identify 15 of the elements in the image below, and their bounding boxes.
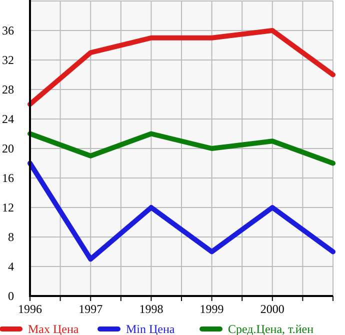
- y-tick-label: 36: [2, 24, 14, 38]
- y-tick-label: 20: [2, 142, 14, 156]
- x-tick-label: 1997: [78, 302, 103, 316]
- y-tick-label: 12: [2, 200, 14, 214]
- y-tick-label: 4: [8, 260, 14, 274]
- y-tick-label: 16: [2, 171, 14, 185]
- x-tick-label: 2000: [260, 302, 284, 316]
- x-tick-label: 1996: [18, 302, 42, 316]
- y-tick-label: 0: [8, 289, 14, 303]
- x-tick-label: 1999: [200, 302, 224, 316]
- x-tick-label: 1998: [139, 302, 164, 316]
- y-tick-label: 8: [8, 230, 14, 244]
- y-tick-label: 24: [2, 112, 14, 126]
- y-tick-label: 32: [2, 53, 14, 67]
- y-tick-label: 28: [2, 82, 14, 96]
